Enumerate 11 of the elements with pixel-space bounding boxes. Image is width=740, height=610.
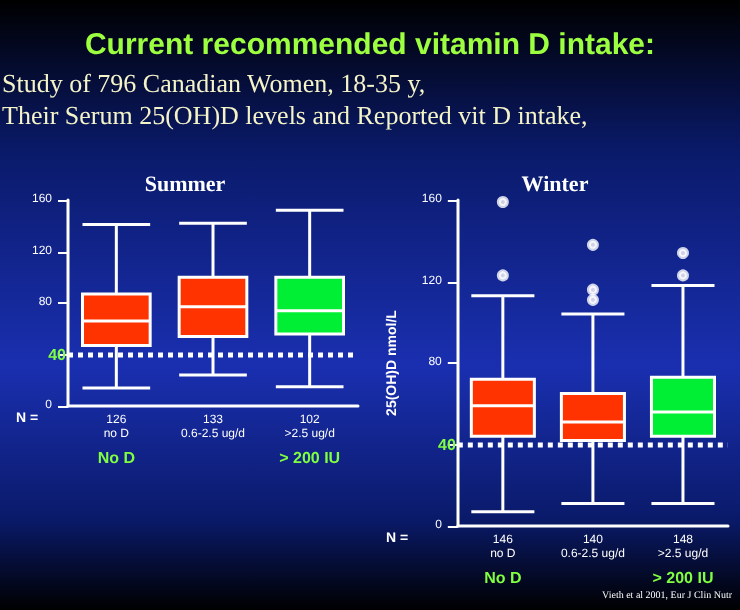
text: Their Serum 25(OH)D levels and Reported vit D intake,	[2, 100, 588, 132]
ref-line-label: 40	[438, 435, 457, 454]
chart-title: Winter	[521, 173, 589, 197]
text: > 200 IU	[652, 569, 714, 587]
chart-title: Summer	[144, 173, 226, 197]
text: Current recommended vitamin D intake:	[82, 28, 658, 62]
text: No D	[97, 449, 136, 467]
text: Study of 796 Canadian Women, 18-35 y,	[2, 68, 428, 100]
text: > 200 IU	[279, 449, 341, 467]
text: No D	[484, 569, 522, 587]
ref-line-label: 40	[48, 345, 68, 364]
